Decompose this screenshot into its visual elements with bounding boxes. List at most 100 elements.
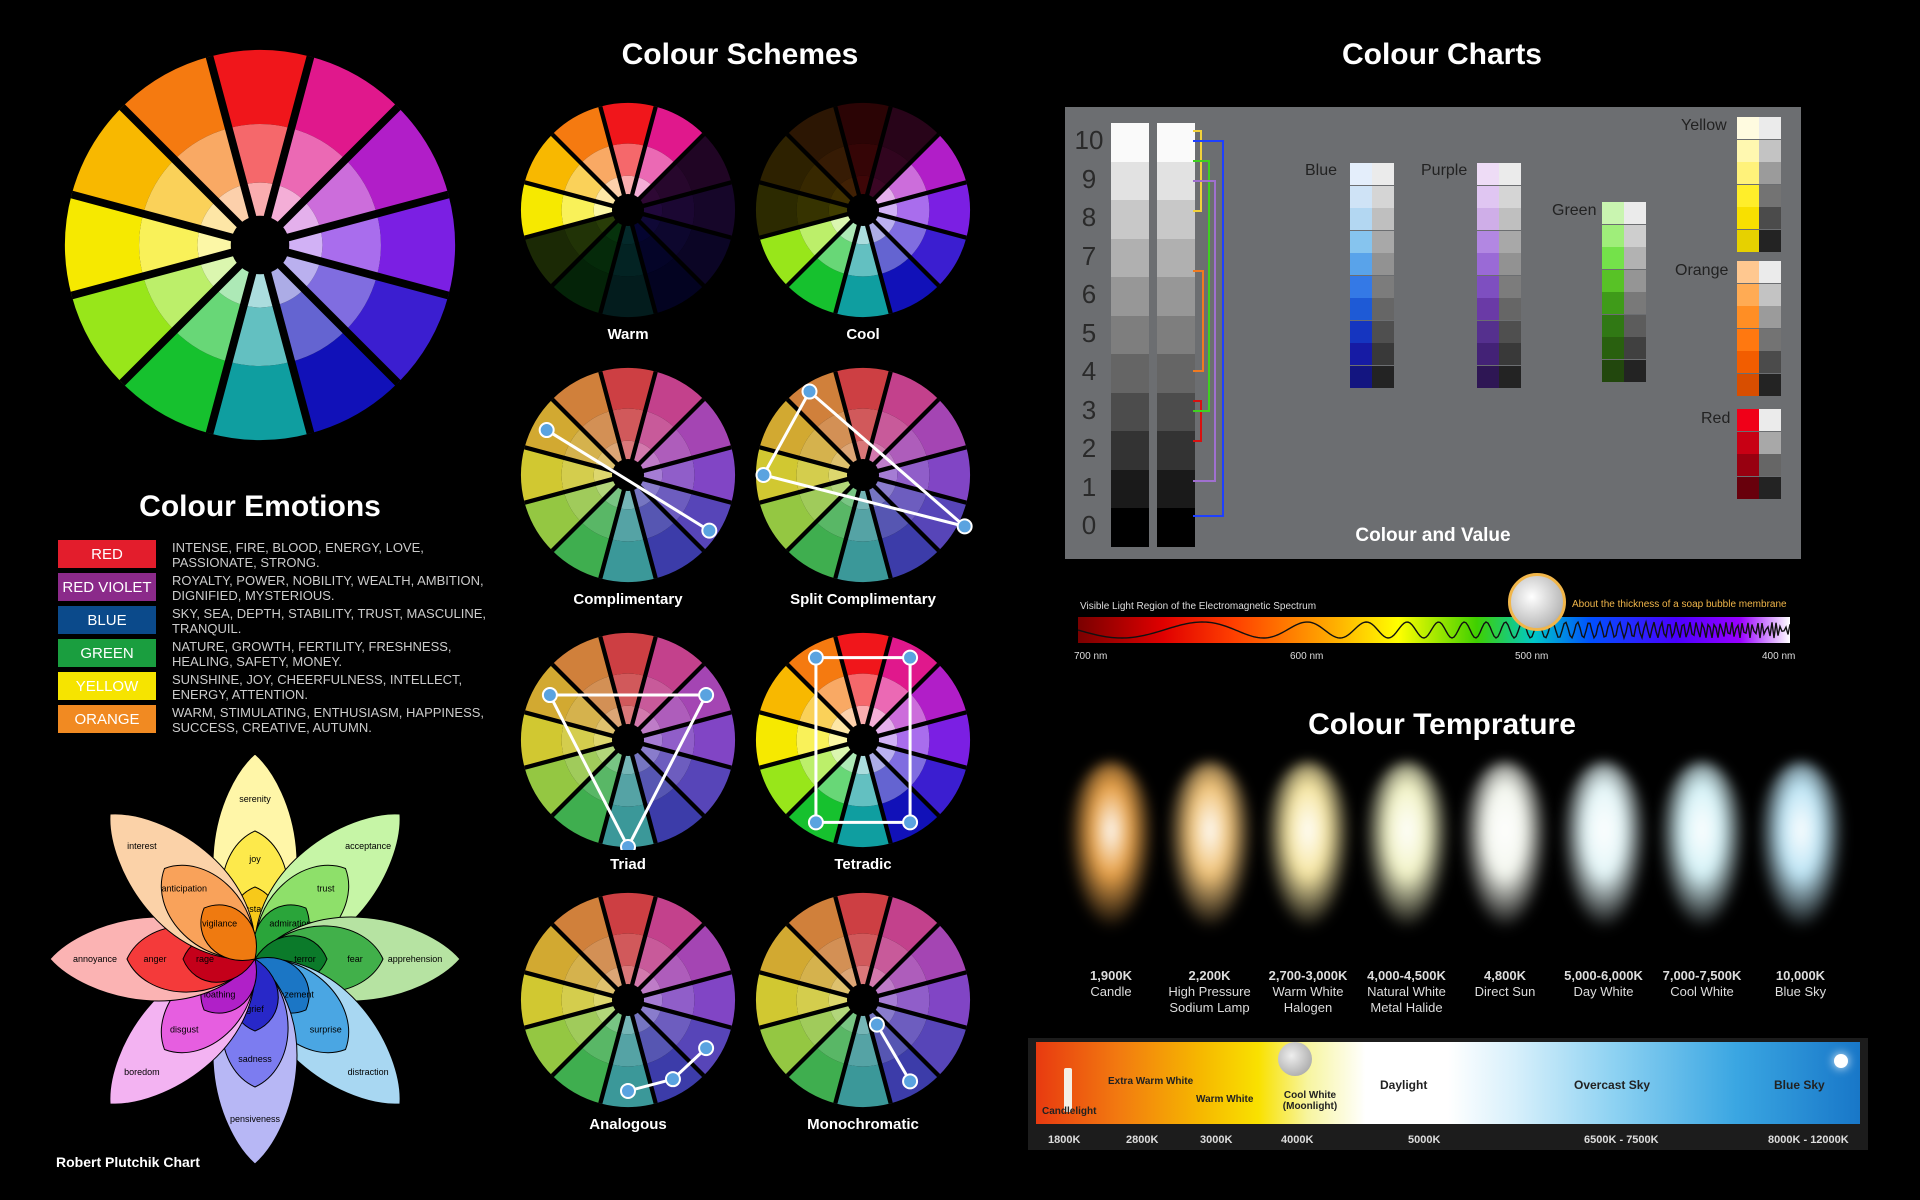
value-range-brackets <box>1193 130 1224 517</box>
wheel-segment <box>581 1024 620 1065</box>
wheel-segment <box>835 804 891 847</box>
red-hue-swatch <box>1737 476 1759 499</box>
plutchik-emotion-label: pensiveness <box>230 1114 281 1124</box>
scheme-handle <box>807 649 824 666</box>
wheel-segment <box>122 330 229 434</box>
wheel-segment <box>521 712 564 768</box>
plutchik-emotion-label: ecstasy <box>240 904 271 914</box>
kelvin-bar-label: Overcast Sky <box>1574 1078 1651 1092</box>
blue-hue-swatch <box>1350 163 1372 185</box>
wheel-segment <box>661 457 695 493</box>
wheel-segment <box>871 234 910 275</box>
wheel-segment <box>652 953 693 992</box>
scheme-handle <box>902 814 919 831</box>
wheel-segment <box>610 1033 646 1067</box>
grey-value-swatch <box>1157 200 1195 239</box>
temperature-source: Natural White Metal Halide <box>1367 984 1446 1015</box>
wheel-segment <box>759 134 817 193</box>
wheel-segment <box>927 447 970 503</box>
plutchik-emotion-label: anticipation <box>162 883 208 893</box>
plutchik-emotion-label: grief <box>246 1004 264 1014</box>
scheme-handle <box>956 518 973 535</box>
plutchik-emotion-label: terror <box>294 954 316 964</box>
wheel-segment <box>896 192 930 228</box>
scheme-handle <box>868 1016 885 1033</box>
wheel-segment <box>276 128 346 201</box>
wheel-segment <box>610 508 646 542</box>
scheme-handle <box>902 649 919 666</box>
spectrum-note: About the thickness of a soap bubble mem… <box>1572 599 1787 610</box>
wheel-segment <box>909 757 967 816</box>
grey-value-swatch <box>1111 161 1149 201</box>
purple-hue-swatch <box>1477 365 1499 388</box>
wheel-segment <box>552 636 611 694</box>
wheel-segment <box>871 499 910 540</box>
purple-grey-swatch <box>1499 275 1521 298</box>
blue-grey-swatch <box>1372 320 1394 343</box>
temperature-kelvin: 2,200K <box>1188 968 1231 983</box>
colour-chart-label-blue: Blue <box>1305 162 1338 179</box>
wheel-segment <box>674 757 732 816</box>
wheel-segment <box>652 218 693 257</box>
green-grey-swatch <box>1624 292 1646 314</box>
temperature-kelvin: 4,800K <box>1484 968 1526 983</box>
red-hue-swatch <box>1737 431 1759 454</box>
emotion-row: RED INTENSE, FIRE, BLOOD, ENERGY, LOVE, P… <box>58 540 488 570</box>
scheme-label: Warm <box>607 326 649 343</box>
wheel-segment <box>636 499 675 540</box>
emotion-description: INTENSE, FIRE, BLOOD, ENERGY, LOVE, PASS… <box>172 540 424 570</box>
value-scale-number: 1 <box>1081 471 1097 502</box>
temperature-source: Cool White <box>1670 984 1734 999</box>
kelvin-tick: 1800K <box>1048 1134 1081 1146</box>
emotion-description: SUNSHINE, JOY, CHEERFULNESS, INTELLECT, … <box>172 672 463 702</box>
wheel-segment <box>581 499 620 540</box>
wheel-segment <box>228 124 292 185</box>
green-hue-swatch <box>1602 269 1624 292</box>
wheel-segment <box>552 521 611 579</box>
temperature-source: Candle <box>1090 984 1132 999</box>
scheme-wheel-analogous <box>521 893 735 1107</box>
scheme-label: Analogous <box>589 1116 667 1133</box>
orange-hue-swatch <box>1737 283 1759 306</box>
wheel-segment <box>320 213 381 277</box>
temperature-source: Warm White Halogen <box>1272 984 1344 1015</box>
scheme-wheel-cool <box>756 103 970 317</box>
wheel-segment <box>524 134 582 193</box>
kelvin-tick: 8000K - 12000K <box>1768 1134 1849 1146</box>
wheel-segment <box>304 159 377 229</box>
wheel-segment <box>652 428 693 467</box>
plutchik-emotion-label: serenity <box>239 794 271 804</box>
purple-grey-swatch <box>1499 320 1521 343</box>
blue-hue-swatch <box>1350 185 1372 208</box>
wheel-segment <box>174 289 244 362</box>
wheel-segment <box>880 256 939 314</box>
wheel-segment <box>816 145 855 186</box>
wheel-segment <box>871 675 910 716</box>
blue-grey-swatch <box>1372 343 1394 365</box>
wheel-segment <box>887 428 928 467</box>
kelvin-bar-label: Cool White (Moonlight) <box>1282 1090 1338 1112</box>
wheel-segment <box>645 521 704 579</box>
wheel-segment <box>291 56 398 160</box>
grey-value-swatch <box>1111 469 1149 509</box>
purple-hue-swatch <box>1477 298 1499 320</box>
grey-value-swatch <box>1157 238 1195 278</box>
kelvin-gradient <box>1036 1042 1860 1124</box>
plutchik-emotion-label: surprise <box>310 1025 342 1035</box>
wheel-segment <box>139 213 200 277</box>
yellow-grey-swatch <box>1759 184 1781 207</box>
purple-grey-swatch <box>1499 163 1521 185</box>
scheme-handle <box>902 1073 919 1090</box>
wheel-segment <box>652 748 693 787</box>
temperature-bulb <box>1462 762 1548 942</box>
emotion-badge: GREEN <box>58 639 156 667</box>
wheel-segment <box>845 673 881 707</box>
wheel-segment <box>291 330 398 434</box>
temperature-source: Day White <box>1573 984 1634 999</box>
plutchik-emotion-label: vigilance <box>202 919 237 929</box>
wheel-segment <box>674 399 732 458</box>
plutchik-emotion-label: fear <box>347 954 363 964</box>
temperature-source: Blue Sky <box>1774 984 1827 999</box>
colour-value-chart: Colour and Value 10 9 8 7 6 5 4 3 2 1 0 Blue Purple G… <box>1065 107 1801 559</box>
wheel-segment <box>581 410 620 451</box>
